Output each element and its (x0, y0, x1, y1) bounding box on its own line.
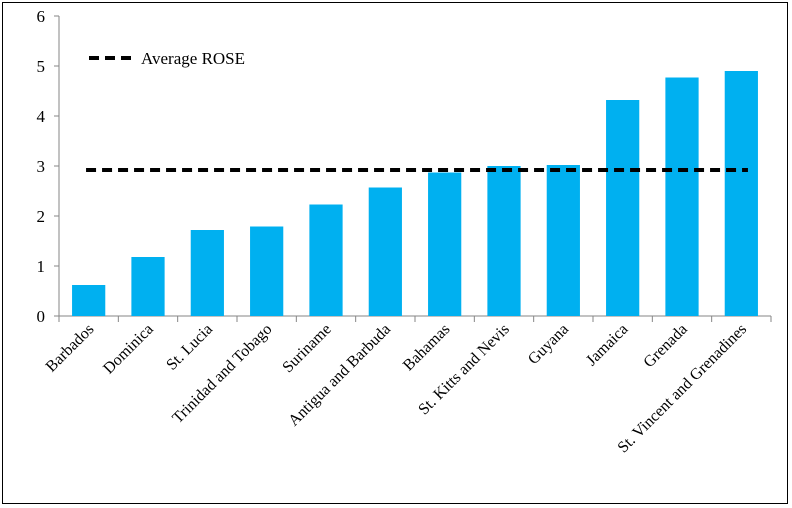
legend: Average ROSE (89, 49, 245, 68)
x-category-label: Suriname (279, 321, 334, 376)
y-tick-label: 2 (37, 207, 46, 226)
legend-label: Average ROSE (141, 49, 245, 68)
bar (190, 230, 224, 316)
x-category-label: Guyana (525, 321, 572, 368)
bar (250, 226, 284, 316)
y-tick-label: 5 (37, 57, 46, 76)
bars (72, 71, 758, 316)
bar (309, 204, 343, 316)
bar (72, 285, 106, 316)
axes: 0 1 2 3 4 5 6 Barbados Dominica St. LuciaTrinidad… (37, 7, 772, 456)
x-category-label: Trinidad and Tobago (169, 321, 275, 427)
x-category-label: Dominica (100, 321, 157, 378)
y-tick-label: 0 (37, 307, 46, 326)
y-tick-label: 3 (37, 157, 46, 176)
bar (546, 165, 580, 316)
bar (428, 172, 462, 316)
bar (487, 166, 521, 316)
x-category-label: Antigua and Barbuda (285, 321, 394, 430)
bar (606, 100, 640, 316)
bar-chart: 0 1 2 3 4 5 6 Barbados Dominica St. LuciaTrinidad… (37, 7, 772, 456)
x-category-label: St. Lucia (163, 321, 216, 374)
y-tick-label: 4 (37, 107, 46, 126)
x-category-label: Bahamas (400, 321, 453, 374)
bar (368, 187, 402, 316)
bar (665, 77, 699, 316)
bar (724, 71, 758, 316)
x-category-label: Barbados (43, 321, 98, 376)
x-category-label: Grenada (640, 321, 690, 371)
y-tick-label: 1 (37, 257, 46, 276)
x-category-label: Jamaica (583, 321, 631, 369)
bar (131, 257, 165, 316)
y-tick-label: 6 (37, 7, 46, 26)
